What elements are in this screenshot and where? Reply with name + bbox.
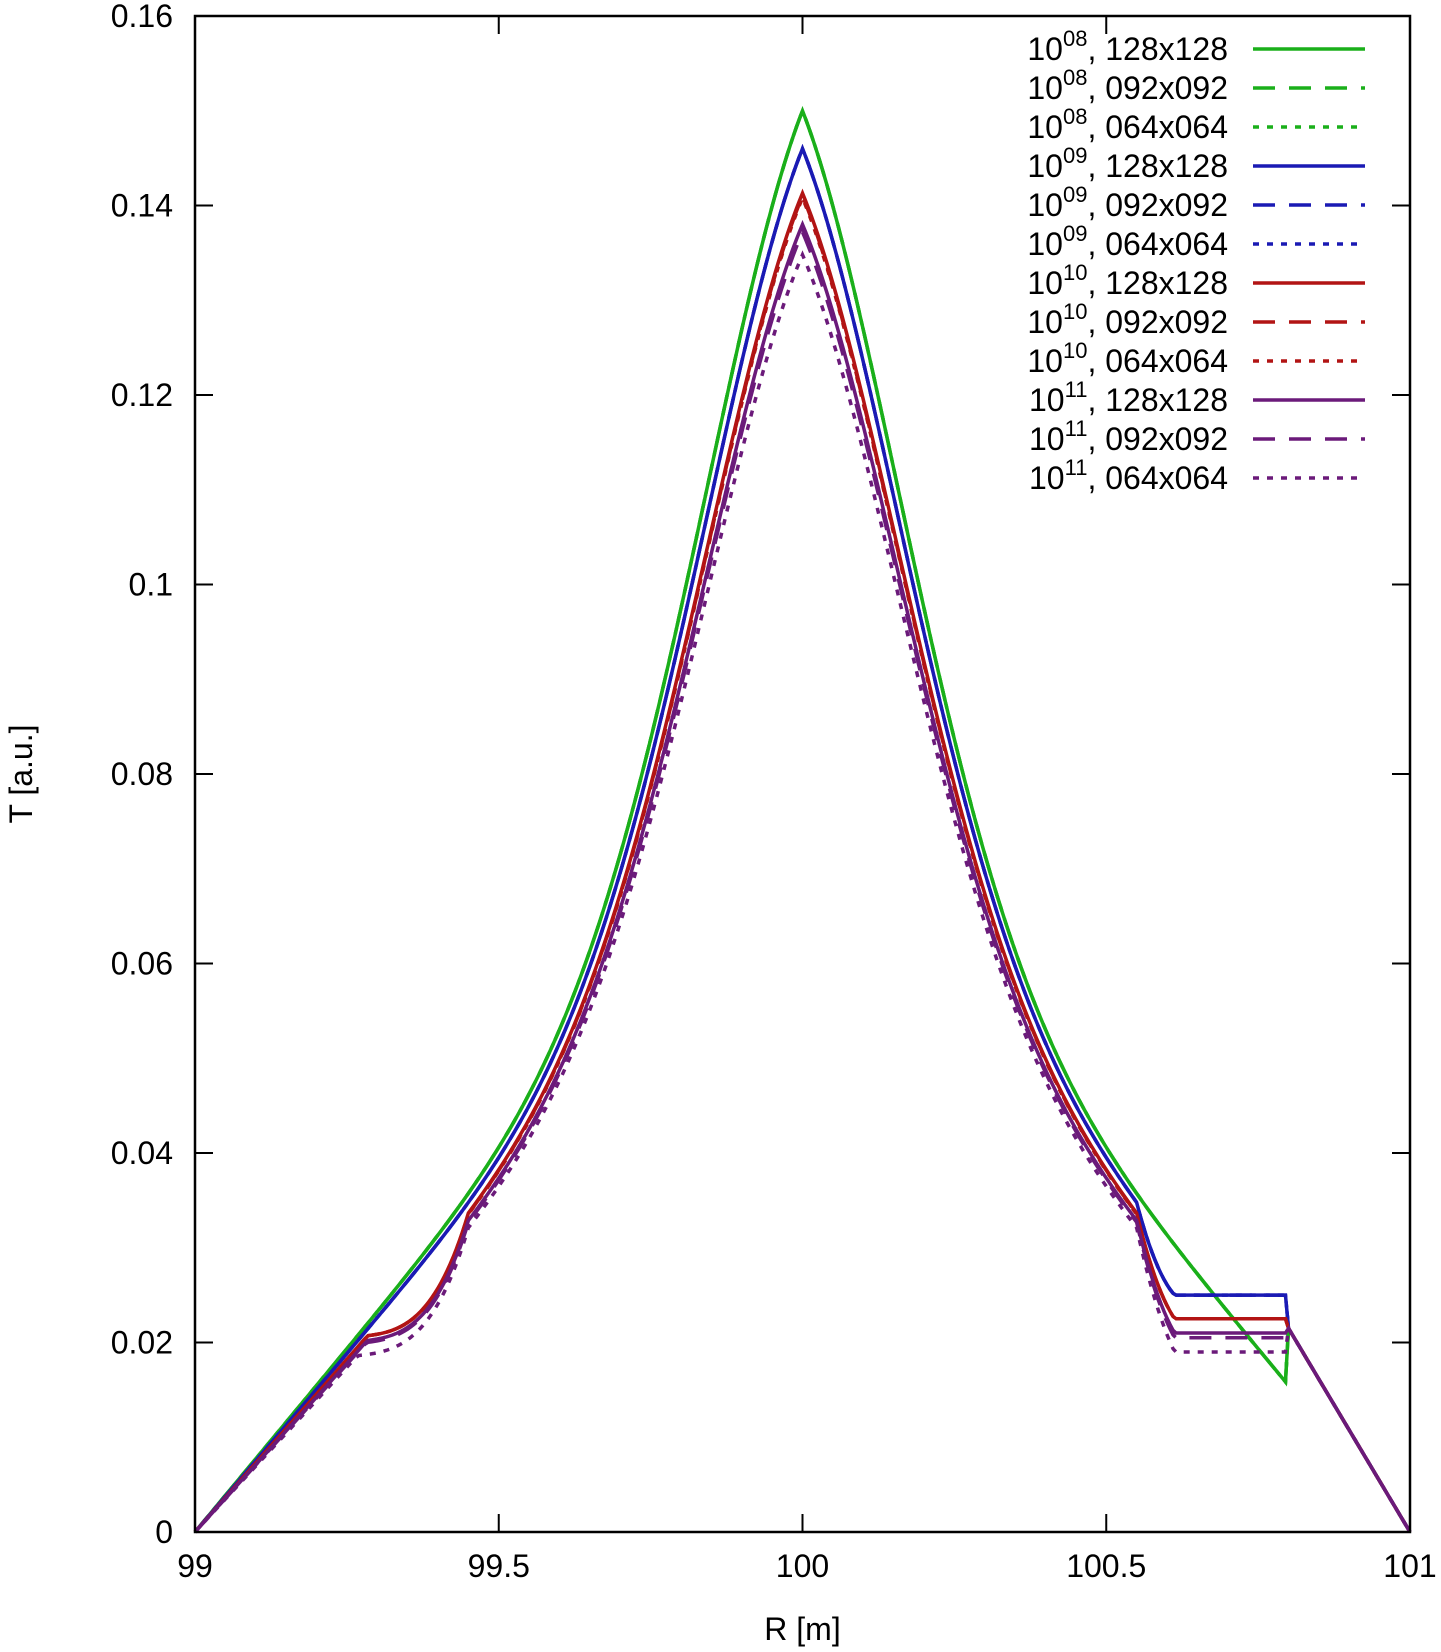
legend-entry: 1008, 092x092: [1027, 65, 1365, 106]
legend-label: 1010, 128x128: [1027, 260, 1228, 301]
x-tick-label: 100: [776, 1548, 829, 1584]
legend-grid: , 064x064: [1087, 226, 1228, 262]
y-tick-label: 0.06: [111, 946, 173, 982]
x-tick-label: 99.5: [468, 1548, 530, 1584]
y-tick-label: 0.14: [111, 188, 173, 224]
legend-base: 10: [1027, 70, 1063, 106]
legend-exponent: 11: [1065, 455, 1088, 480]
series-line-7: [193, 191, 1412, 1534]
legend-label: 1011, 092x092: [1029, 416, 1228, 457]
legend-grid: , 064x064: [1087, 343, 1228, 379]
legend-exponent: 08: [1063, 65, 1087, 90]
legend-base: 10: [1027, 148, 1063, 184]
legend-entry: 1010, 064x064: [1027, 338, 1365, 379]
legend-grid: , 092x092: [1087, 304, 1228, 340]
ticks-layer: 99 99.5 100 100.5 10100.020.040.060.080.10.1…: [111, 0, 1437, 1584]
legend-base: 10: [1029, 460, 1065, 496]
y-tick-label: 0.08: [111, 756, 173, 792]
legend-base: 10: [1027, 187, 1063, 223]
x-axis-label: R [m]: [764, 1611, 840, 1647]
legend-grid: , 092x092: [1087, 187, 1228, 223]
legend-entry: 1009, 064x064: [1027, 221, 1365, 262]
legend-exponent: 09: [1063, 221, 1087, 246]
legend-exponent: 09: [1063, 143, 1087, 168]
legend-base: 10: [1027, 343, 1063, 379]
legend-entry: 1009, 092x092: [1027, 182, 1365, 223]
y-tick-label: 0.02: [111, 1325, 173, 1361]
legend-grid: , 128x128: [1087, 265, 1228, 301]
y-tick-label: 0.1: [129, 567, 173, 603]
legend-base: 10: [1027, 226, 1063, 262]
legend-grid: , 128x128: [1087, 382, 1228, 418]
legend-grid: , 092x092: [1087, 421, 1228, 457]
legend-exponent: 10: [1063, 299, 1087, 324]
legend-exponent: 08: [1063, 104, 1087, 129]
legend-exponent: 11: [1065, 377, 1088, 402]
series-line-5: [193, 143, 1412, 1534]
legend-base: 10: [1027, 265, 1063, 301]
series-line-4: [193, 143, 1412, 1534]
legend-grid: , 064x064: [1087, 109, 1228, 145]
legend-entry: 1008, 128x128: [1027, 26, 1365, 67]
legend-entry: 1009, 128x128: [1027, 143, 1365, 184]
y-tick-label: 0.12: [111, 377, 173, 413]
legend-label: 1009, 128x128: [1027, 143, 1228, 184]
legend-entry: 1008, 064x064: [1027, 104, 1365, 145]
legend-label: 1008, 128x128: [1027, 26, 1228, 67]
y-tick-label: 0.16: [111, 0, 173, 34]
series-line-11: [193, 250, 1412, 1534]
legend-entry: 1011, 064x064: [1029, 455, 1365, 496]
legend-label: 1009, 064x064: [1027, 221, 1228, 262]
legend-label: 1008, 064x064: [1027, 104, 1228, 145]
legend-exponent: 09: [1063, 182, 1087, 207]
legend-exponent: 10: [1063, 338, 1087, 363]
legend-entry: 1011, 092x092: [1029, 416, 1365, 457]
series-line-2: [193, 105, 1412, 1534]
x-tick-label: 100.5: [1066, 1548, 1146, 1584]
x-tick-label: 101: [1383, 1548, 1436, 1584]
legend-entry: 1010, 092x092: [1027, 299, 1365, 340]
y-axis-label: T [a.u.]: [3, 724, 39, 823]
legend-label: 1011, 128x128: [1029, 377, 1228, 418]
legend-entry: 1010, 128x128: [1027, 260, 1365, 301]
legend-base: 10: [1029, 421, 1065, 457]
x-tick-label: 99: [177, 1548, 213, 1584]
legend-label: 1010, 092x092: [1027, 299, 1228, 340]
legend-exponent: 10: [1063, 260, 1087, 285]
legend-entry: 1011, 128x128: [1029, 377, 1365, 418]
legend-base: 10: [1029, 382, 1065, 418]
y-tick-label: 0: [155, 1514, 173, 1550]
series-layer: [193, 105, 1412, 1534]
legend-exponent: 08: [1063, 26, 1087, 51]
legend-label: 1008, 092x092: [1027, 65, 1228, 106]
series-line-10: [193, 227, 1412, 1534]
legend-label: 1009, 092x092: [1027, 182, 1228, 223]
legend-grid: , 064x064: [1087, 460, 1228, 496]
legend-grid: , 128x128: [1087, 148, 1228, 184]
legend-grid: , 092x092: [1087, 70, 1228, 106]
legend-label: 1011, 064x064: [1029, 455, 1228, 496]
legend-label: 1010, 064x064: [1027, 338, 1228, 379]
legend-grid: , 128x128: [1087, 31, 1228, 67]
legend-exponent: 11: [1065, 416, 1088, 441]
legend-base: 10: [1027, 109, 1063, 145]
legend-base: 10: [1027, 31, 1063, 67]
y-tick-label: 0.04: [111, 1135, 173, 1171]
legend-base: 10: [1027, 304, 1063, 340]
